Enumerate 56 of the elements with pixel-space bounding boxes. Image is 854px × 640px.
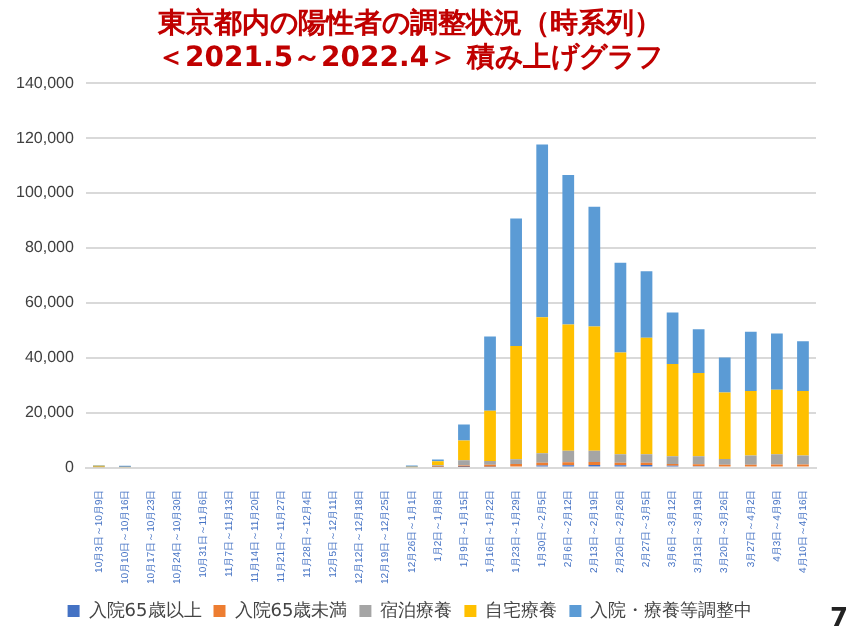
y-tick-label: 40,000 bbox=[24, 348, 75, 367]
bar bbox=[692, 456, 705, 465]
bar bbox=[640, 337, 653, 455]
y-tick-label: 120,000 bbox=[15, 128, 75, 147]
bar bbox=[536, 144, 549, 318]
bar bbox=[797, 341, 809, 391]
bar bbox=[718, 392, 731, 459]
legend-label: 自宅療養 bbox=[485, 599, 558, 622]
bar bbox=[666, 364, 679, 457]
y-tick-label: 140,000 bbox=[15, 73, 75, 92]
legend-label: 入院・療養等調整中 bbox=[590, 599, 753, 622]
bar bbox=[510, 218, 522, 346]
bar bbox=[614, 262, 627, 353]
y-tick-label: 60,000 bbox=[24, 293, 75, 312]
legend-label: 入院65歳未満 bbox=[234, 599, 348, 622]
bar bbox=[744, 331, 757, 391]
y-tick-label: 0 bbox=[64, 457, 75, 476]
y-tick-label: 80,000 bbox=[24, 238, 75, 257]
bar bbox=[536, 317, 549, 454]
bar bbox=[692, 329, 705, 374]
bar bbox=[797, 390, 809, 456]
bar bbox=[562, 324, 575, 451]
bar bbox=[640, 271, 653, 338]
bar bbox=[562, 174, 575, 325]
bar bbox=[744, 455, 757, 465]
bar bbox=[771, 454, 783, 465]
bar bbox=[614, 352, 627, 455]
bar bbox=[588, 326, 601, 451]
bar bbox=[458, 424, 470, 441]
bar bbox=[718, 459, 731, 465]
bar bbox=[797, 455, 809, 465]
bar bbox=[771, 333, 783, 390]
bar bbox=[666, 312, 679, 365]
bar bbox=[771, 389, 783, 455]
bar bbox=[588, 450, 601, 463]
bar bbox=[718, 357, 731, 393]
legend-label: 宿泊療養 bbox=[380, 599, 453, 622]
bar bbox=[484, 336, 496, 411]
bar bbox=[458, 460, 470, 466]
chart-subtitle: ＜2021.5～2022.4＞ 積み上げグラフ bbox=[157, 41, 663, 74]
bar bbox=[536, 453, 549, 463]
bar bbox=[562, 450, 575, 463]
text: 7 bbox=[829, 604, 848, 634]
bar bbox=[666, 456, 679, 464]
bar bbox=[458, 440, 470, 461]
y-tick-label: 20,000 bbox=[24, 403, 75, 422]
bar bbox=[588, 206, 601, 327]
legend-label: 入院65歳以上 bbox=[88, 599, 202, 622]
bar bbox=[614, 454, 627, 463]
bar bbox=[484, 410, 496, 461]
bar bbox=[692, 373, 705, 457]
bar bbox=[744, 390, 757, 456]
chart-title: 東京都内の陽性者の調整状況（時系列） bbox=[156, 6, 662, 41]
bar bbox=[640, 454, 653, 463]
y-tick-label: 100,000 bbox=[15, 183, 75, 202]
bar bbox=[510, 345, 522, 460]
